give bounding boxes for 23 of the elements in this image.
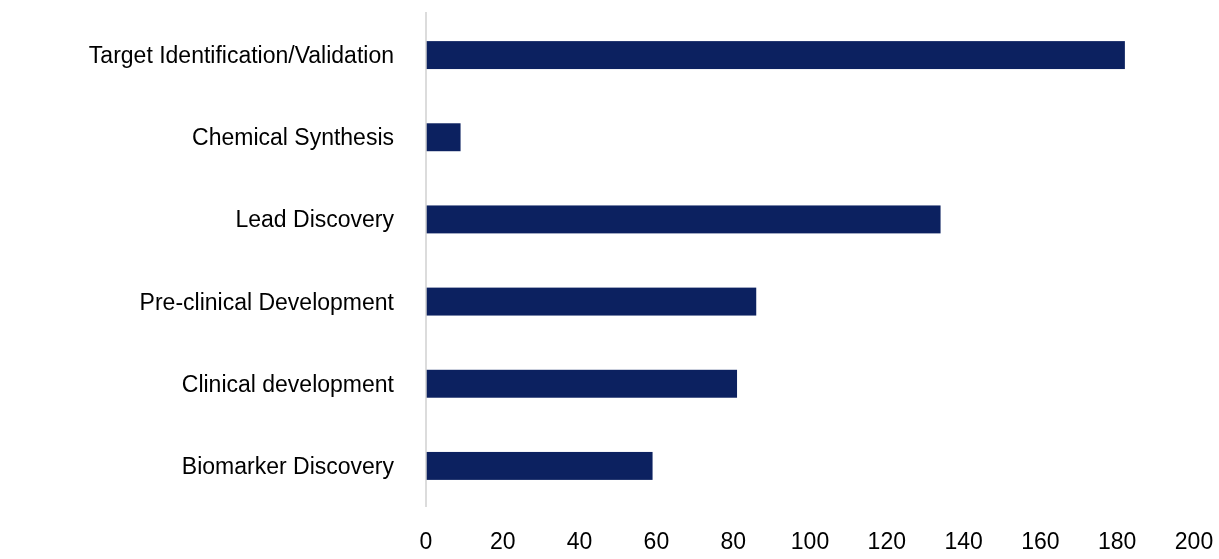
x-tick-label: 160: [1021, 528, 1060, 554]
bar: [426, 369, 738, 398]
x-tick-label: 20: [490, 528, 516, 554]
x-tick-label: 180: [1098, 528, 1137, 554]
bar: [426, 205, 941, 234]
x-tick-label: 200: [1174, 528, 1214, 554]
y-tick-label: Chemical Synthesis: [192, 124, 394, 151]
x-tick-label: 80: [720, 528, 746, 554]
y-tick-label: Clinical development: [181, 370, 395, 397]
y-tick-label: Pre-clinical Development: [139, 288, 395, 315]
bar: [426, 287, 757, 316]
x-tick-label: 40: [566, 528, 593, 554]
x-tick-label: 0: [419, 528, 433, 554]
x-tick-label: 140: [944, 528, 983, 554]
bar: [426, 41, 1125, 70]
x-tick-label: 60: [643, 528, 670, 554]
x-tick-label: 100: [790, 528, 830, 554]
y-tick-label: Target Identification/Validation: [88, 42, 394, 69]
bar: [426, 123, 461, 152]
bar: [426, 451, 653, 480]
y-tick-label: Biomarker Discovery: [181, 452, 395, 479]
x-tick-label: 120: [867, 528, 906, 554]
y-tick-label: Lead Discovery: [235, 206, 395, 233]
